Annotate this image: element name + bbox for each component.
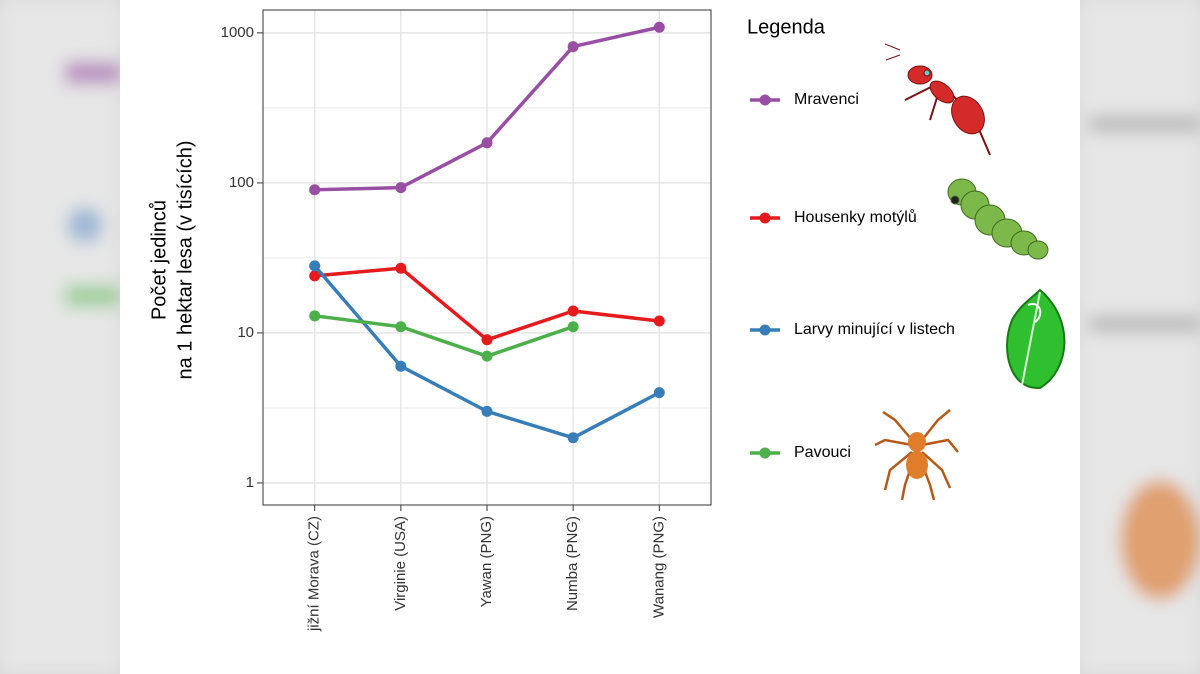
y-tick-label: 100 — [229, 174, 254, 191]
grid — [263, 10, 711, 505]
icon-ant — [884, 43, 991, 156]
legend-key — [759, 447, 771, 459]
plot: 1 10 100 1000 jižní Morava (CZ) Virginie (USA… — [221, 21, 667, 632]
legend-label: Larvy minující v listech — [794, 321, 955, 338]
icon-leaf — [1006, 288, 1066, 390]
point — [567, 321, 579, 333]
series-line — [314, 314, 574, 358]
x-tick-label: Virginie (USA) — [392, 516, 409, 611]
legend-title: Legenda — [747, 16, 826, 38]
icon-spider — [874, 409, 959, 501]
point — [653, 315, 665, 327]
legend-key — [759, 324, 771, 336]
y-tick-label: 1000 — [221, 24, 254, 41]
legend-key — [759, 94, 771, 106]
point — [309, 260, 321, 272]
point — [309, 310, 321, 322]
point — [481, 334, 493, 346]
y-axis-title: Počet jedinců — [148, 200, 170, 320]
y-tick-label: 10 — [237, 324, 254, 341]
point — [567, 41, 579, 53]
x-tick-label: jižní Morava (CZ) — [306, 516, 323, 632]
point — [653, 21, 665, 33]
legend-key — [759, 212, 771, 224]
x-tick-label: Numba (PNG) — [564, 516, 581, 611]
point — [309, 184, 321, 196]
legend-label: Mravenci — [794, 91, 859, 108]
point — [309, 270, 321, 282]
point — [395, 321, 407, 333]
point — [567, 432, 579, 444]
point — [481, 350, 493, 362]
point — [567, 305, 579, 317]
legend: Mravenci Housenky motýlů Larvy minující v … — [750, 91, 955, 461]
x-tick-label: Yawan (PNG) — [478, 516, 495, 607]
point — [653, 387, 665, 399]
point — [395, 182, 407, 194]
point — [481, 137, 493, 149]
point — [481, 405, 493, 417]
point — [395, 262, 407, 274]
legend-label: Pavouci — [794, 444, 851, 461]
y-axis-title: na 1 hektar lesa (v tisících) — [174, 141, 196, 380]
x-tick-label: Wanang (PNG) — [650, 516, 667, 618]
icon-caterpillar — [947, 178, 1049, 260]
point — [395, 360, 407, 372]
legend-label: Housenky motýlů — [794, 208, 917, 226]
y-tick-label: 1 — [246, 474, 254, 491]
